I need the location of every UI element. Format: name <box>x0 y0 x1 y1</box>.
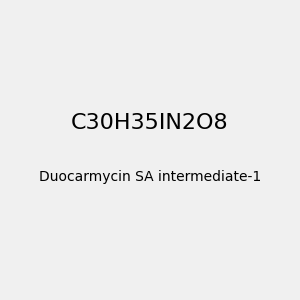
Text: C30H35IN2O8: C30H35IN2O8 <box>71 113 229 133</box>
Text: Duocarmycin SA intermediate-1: Duocarmycin SA intermediate-1 <box>39 170 261 184</box>
